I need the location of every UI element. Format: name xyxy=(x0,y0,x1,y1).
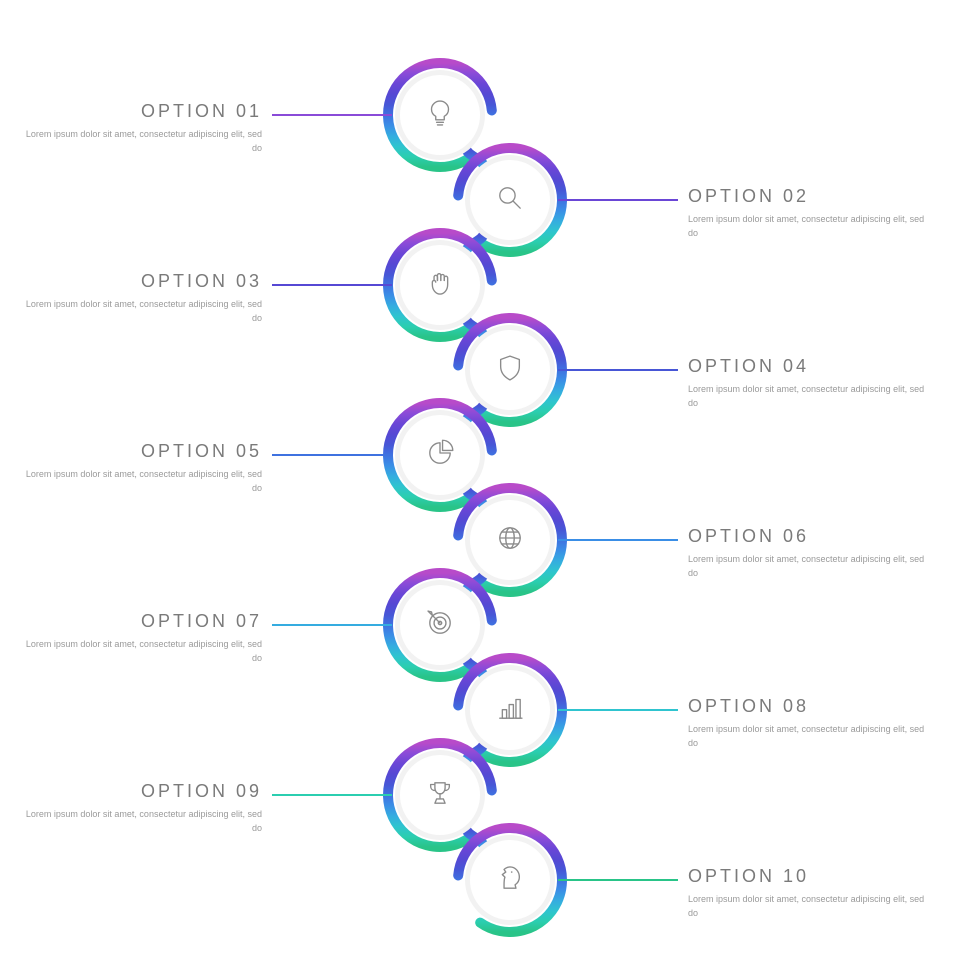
option-node-7 xyxy=(400,585,480,665)
connector-9 xyxy=(272,794,392,796)
connector-10 xyxy=(558,879,678,881)
option-desc-6: Lorem ipsum dolor sit amet, consectetur … xyxy=(688,553,928,580)
option-desc-8: Lorem ipsum dolor sit amet, consectetur … xyxy=(688,723,928,750)
target-icon xyxy=(423,606,457,645)
option-desc-2: Lorem ipsum dolor sit amet, consectetur … xyxy=(688,213,928,240)
option-label-5: OPTION 05 Lorem ipsum dolor sit amet, co… xyxy=(22,441,262,495)
option-title-10: OPTION 10 xyxy=(688,866,928,887)
option-desc-4: Lorem ipsum dolor sit amet, consectetur … xyxy=(688,383,928,410)
option-title-5: OPTION 05 xyxy=(22,441,262,462)
bars-icon xyxy=(493,691,527,730)
option-title-7: OPTION 07 xyxy=(22,611,262,632)
option-title-2: OPTION 02 xyxy=(688,186,928,207)
fist-icon xyxy=(423,266,457,305)
option-node-2 xyxy=(470,160,550,240)
option-node-10 xyxy=(470,840,550,920)
option-desc-9: Lorem ipsum dolor sit amet, consectetur … xyxy=(22,808,262,835)
option-node-5 xyxy=(400,415,480,495)
option-label-10: OPTION 10 Lorem ipsum dolor sit amet, co… xyxy=(688,866,928,920)
option-title-9: OPTION 09 xyxy=(22,781,262,802)
option-desc-1: Lorem ipsum dolor sit amet, consectetur … xyxy=(22,128,262,155)
option-title-1: OPTION 01 xyxy=(22,101,262,122)
option-desc-3: Lorem ipsum dolor sit amet, consectetur … xyxy=(22,298,262,325)
connector-1 xyxy=(272,114,392,116)
search-icon xyxy=(493,181,527,220)
option-label-7: OPTION 07 Lorem ipsum dolor sit amet, co… xyxy=(22,611,262,665)
option-desc-10: Lorem ipsum dolor sit amet, consectetur … xyxy=(688,893,928,920)
option-title-6: OPTION 06 xyxy=(688,526,928,547)
knight-icon xyxy=(493,861,527,900)
connector-5 xyxy=(272,454,392,456)
option-title-3: OPTION 03 xyxy=(22,271,262,292)
shield-icon xyxy=(493,351,527,390)
option-label-8: OPTION 08 Lorem ipsum dolor sit amet, co… xyxy=(688,696,928,750)
option-label-6: OPTION 06 Lorem ipsum dolor sit amet, co… xyxy=(688,526,928,580)
option-desc-5: Lorem ipsum dolor sit amet, consectetur … xyxy=(22,468,262,495)
option-label-2: OPTION 02 Lorem ipsum dolor sit amet, co… xyxy=(688,186,928,240)
connector-3 xyxy=(272,284,392,286)
connector-7 xyxy=(272,624,392,626)
option-title-4: OPTION 04 xyxy=(688,356,928,377)
connector-8 xyxy=(558,709,678,711)
option-desc-7: Lorem ipsum dolor sit amet, consectetur … xyxy=(22,638,262,665)
option-label-3: OPTION 03 Lorem ipsum dolor sit amet, co… xyxy=(22,271,262,325)
option-title-8: OPTION 08 xyxy=(688,696,928,717)
connector-6 xyxy=(558,539,678,541)
trophy-icon xyxy=(423,776,457,815)
option-label-1: OPTION 01 Lorem ipsum dolor sit amet, co… xyxy=(22,101,262,155)
connector-2 xyxy=(558,199,678,201)
pie-icon xyxy=(423,436,457,475)
option-node-1 xyxy=(400,75,480,155)
option-node-6 xyxy=(470,500,550,580)
option-node-8 xyxy=(470,670,550,750)
option-node-4 xyxy=(470,330,550,410)
option-label-9: OPTION 09 Lorem ipsum dolor sit amet, co… xyxy=(22,781,262,835)
globe-icon xyxy=(493,521,527,560)
connector-4 xyxy=(558,369,678,371)
infographic-stage: OPTION 01 Lorem ipsum dolor sit amet, co… xyxy=(0,0,980,980)
option-node-3 xyxy=(400,245,480,325)
bulb-icon xyxy=(423,96,457,135)
option-node-9 xyxy=(400,755,480,835)
option-label-4: OPTION 04 Lorem ipsum dolor sit amet, co… xyxy=(688,356,928,410)
